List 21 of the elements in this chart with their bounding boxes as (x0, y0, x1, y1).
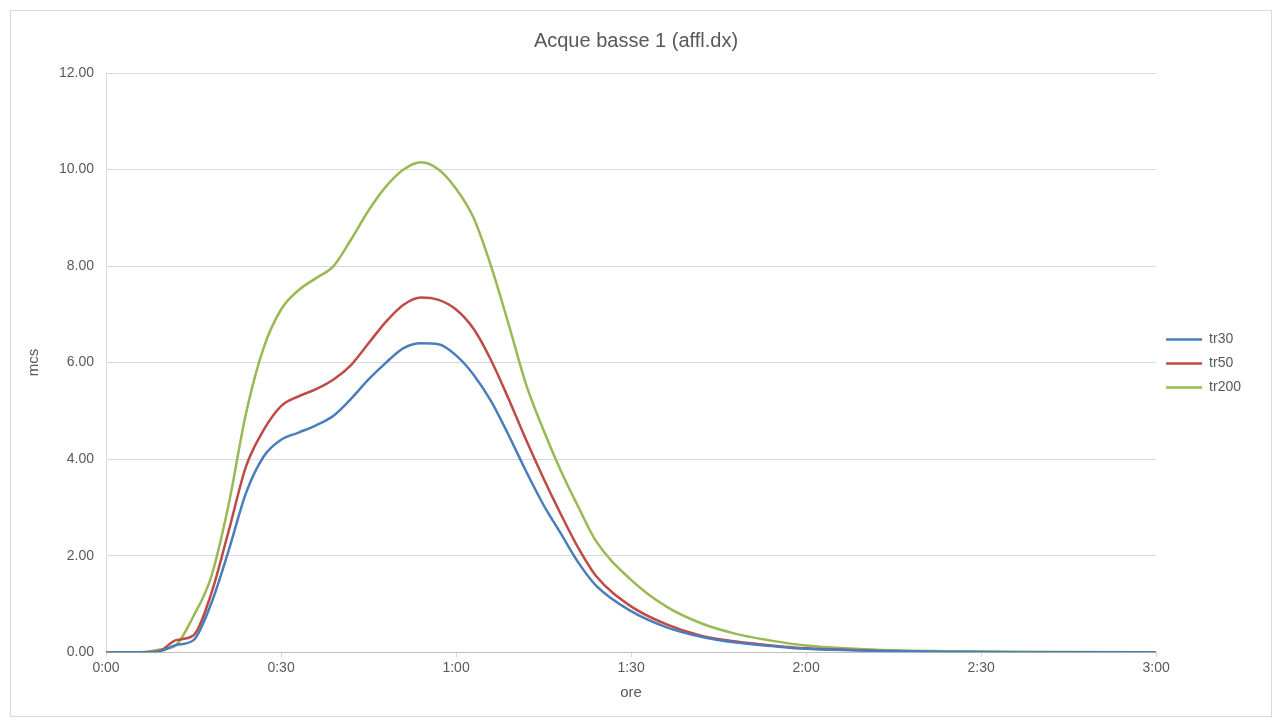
line-series (106, 342, 1157, 653)
y-tick-label: 10.00 (58, 160, 95, 177)
y-tick-label: 4.00 (66, 449, 95, 466)
y-tick-label: 8.00 (66, 256, 95, 273)
y-axis-title: mcs (24, 348, 42, 377)
x-tick-label: 1:00 (442, 659, 470, 676)
x-axis-title: ore (620, 683, 642, 701)
y-tick-label: 0.00 (66, 643, 95, 660)
x-tick-label: 1:30 (617, 659, 645, 676)
x-tick-label: 2:30 (967, 659, 995, 676)
x-tick-label: 0:30 (267, 659, 295, 676)
x-tick-label: 2:00 (792, 659, 820, 676)
legend-label: tr30 (1209, 330, 1234, 347)
y-tick-label: 2.00 (66, 546, 95, 563)
y-tick-label: 12.00 (58, 63, 95, 80)
y-tick-label: 6.00 (66, 353, 95, 370)
legend-label: tr200 (1209, 378, 1242, 395)
chart-title: Acque basse 1 (affl.dx) (533, 28, 739, 51)
x-tick-label: 0:00 (92, 659, 120, 676)
legend-label: tr50 (1209, 354, 1234, 371)
x-tick-label: 3:00 (1142, 659, 1170, 676)
